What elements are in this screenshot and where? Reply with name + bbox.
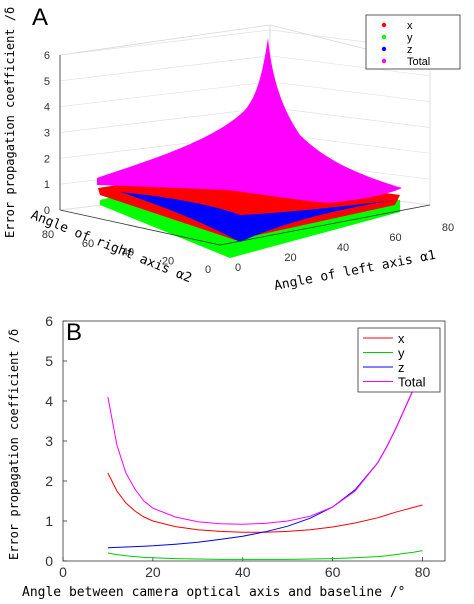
panel-a-z-tick-label: 2 [44, 153, 50, 165]
panel-a-surfaces [97, 38, 402, 258]
panel-a: A 0 1 2 3 4 5 6 0 20 40 60 80 0 20 40 60 80 [3, 4, 461, 294]
panel-a-legend-label: z [407, 44, 413, 56]
panel-a-z-tick-label: 6 [44, 50, 50, 62]
panel-b-x-tick-label: 60 [325, 564, 341, 580]
panel-a-legend-label: y [407, 32, 413, 44]
panel-b-legend-label: Total [398, 375, 426, 390]
panel-a-x-tick-label: 0 [235, 262, 241, 274]
panel-a-legend-marker [381, 22, 387, 28]
panel-a-x-tick-label: 40 [337, 242, 349, 254]
panel-b-x-tick-label: 20 [145, 564, 161, 580]
panel-a-legend-label: Total [407, 56, 430, 68]
panel-b-y-tick-label: 5 [45, 353, 53, 369]
panel-b-y-tick-label: 4 [45, 393, 53, 409]
panel-b-y-tick-label: 6 [45, 313, 53, 329]
panel-a-y-tick-label: 20 [162, 255, 174, 267]
panel-a-legend-marker [381, 58, 387, 64]
panel-b-legend-label: x [398, 331, 405, 346]
panel-b-x-tick-label: 40 [235, 564, 251, 580]
panel-b-y-tick-label: 1 [45, 513, 53, 529]
panel-a-x-tick-label: 20 [284, 252, 296, 264]
panel-b-x-tick-label: 0 [59, 564, 67, 580]
panel-a-y-tick-label: 0 [205, 264, 211, 276]
panel-a-z-ticks: 0 1 2 3 4 5 6 [44, 50, 50, 217]
panel-a-legend-marker [381, 34, 387, 40]
panel-a-x-tick-label: 60 [389, 232, 401, 244]
panel-a-z-tick-label: 3 [44, 128, 50, 140]
surface-z [120, 192, 395, 242]
panel-a-legend-marker [381, 46, 387, 52]
panel-a-z-label: Error propagation coefficient /δ [3, 7, 17, 238]
panel-b-y-tick-label: 2 [45, 473, 53, 489]
series-line-y [107, 550, 423, 560]
panel-a-y-axis [59, 209, 221, 246]
panel-a-x-axis [219, 204, 431, 246]
panel-a-z-tick-label: 5 [44, 76, 50, 88]
panel-b-x-tick-label: 80 [415, 564, 431, 580]
panel-a-letter: A [32, 4, 48, 31]
panel-b-y-tick-label: 3 [45, 433, 53, 449]
series-line-z [107, 368, 423, 549]
panel-a-x-ticks: 0 20 40 60 80 [235, 222, 454, 274]
panel-a-legend-box [365, 14, 461, 70]
panel-a-y-tick-label: 40 [122, 247, 134, 259]
panel-b-letter: B [66, 319, 82, 346]
panel-b-y-tick-label: 0 [45, 553, 53, 569]
panel-b-ticks: 0 20 40 60 80 0 1 2 3 4 5 6 [45, 313, 430, 580]
panel-a-z-tick-label: 1 [44, 179, 50, 191]
panel-a-z-tick-label: 0 [44, 205, 50, 217]
panel-b-x-label: Angle between camera optical axis and ba… [22, 585, 406, 600]
panel-a-y-tick-label: 80 [42, 229, 54, 241]
series-line-total [107, 368, 423, 525]
surface-total [97, 38, 402, 203]
panel-a-x-tick-label: 80 [442, 222, 454, 234]
panel-a-legend-label: x [407, 20, 413, 32]
panel-b-legend-label: y [398, 346, 405, 361]
panel-a-y-ticks: 0 20 40 60 80 [42, 229, 211, 276]
panel-a-y-tick-label: 60 [82, 238, 94, 250]
panel-a-z-tick-label: 4 [44, 102, 50, 114]
panel-b-legend-label: z [398, 360, 405, 375]
panel-a-z-gridline [59, 81, 431, 108]
panel-a-x-label: Angle of left axis α1 [273, 248, 437, 294]
panel-b-lines [107, 368, 423, 560]
panel-b-y-label: Error propagation coefficient /δ [7, 329, 21, 560]
